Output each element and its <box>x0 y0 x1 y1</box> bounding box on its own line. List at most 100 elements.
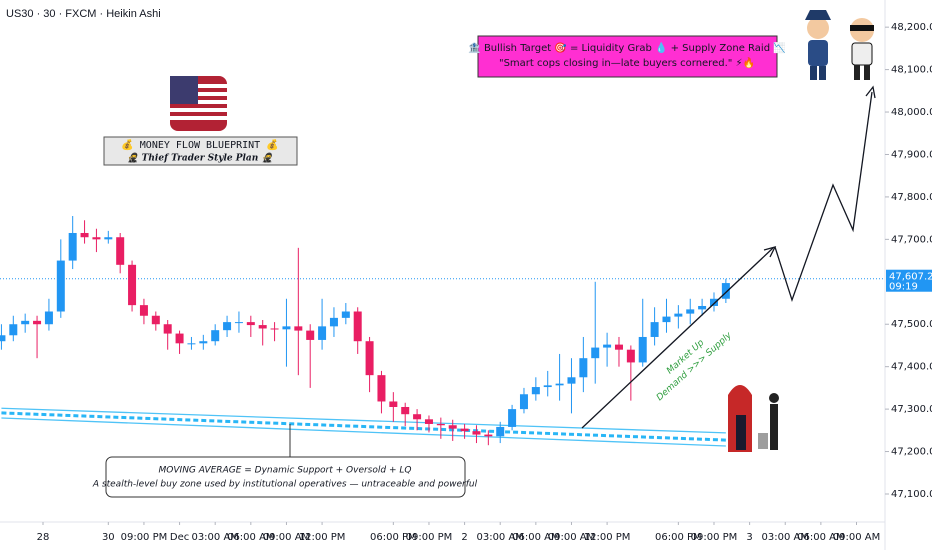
candle-body <box>543 385 552 388</box>
candle-body <box>21 320 30 325</box>
blueprint-subtitle: 🥷 Thief Trader Style Plan 🥷 <box>127 152 274 164</box>
candle-body <box>199 341 208 344</box>
candle-body <box>413 414 422 420</box>
us-flag <box>170 76 227 131</box>
x-tick-label: 06:00 AM <box>512 532 559 543</box>
candle-body <box>318 326 327 340</box>
candle-body <box>496 426 505 437</box>
thief-leg <box>854 65 860 80</box>
candle-body <box>424 419 433 424</box>
trend-arrow <box>581 247 774 429</box>
candle-body <box>401 406 410 415</box>
y-tick-label: 47,300.00 <box>891 404 932 415</box>
ma-note-text: A stealth-level buy zone used by institu… <box>92 480 478 490</box>
candle-body <box>116 237 125 265</box>
chart-title: US30 · 30 · FXCM · Heikin Ashi <box>6 8 161 20</box>
candle-body <box>508 409 517 427</box>
candle-body <box>662 316 671 323</box>
arrow-head <box>865 85 876 99</box>
candle-body <box>282 326 291 330</box>
candle-body <box>638 336 647 363</box>
candle-body <box>674 313 683 317</box>
candle-body <box>56 260 65 312</box>
candle-body <box>258 325 267 329</box>
candle-body <box>709 298 718 306</box>
ma-note-title: MOVING AVERAGE = Dynamic Support + Overs… <box>159 466 412 476</box>
last-price-label: 47,607.25 <box>889 272 932 283</box>
candle-body <box>519 394 528 410</box>
flag-stripe <box>170 108 227 112</box>
cop-hat <box>805 10 831 20</box>
candle-body <box>626 349 635 363</box>
candle-body <box>567 377 576 384</box>
y-tick-label: 47,100.00 <box>891 489 932 500</box>
x-tick-label: 03:00 AM <box>762 532 809 543</box>
x-tick-label: 03:00 AM <box>476 532 523 543</box>
figure-body <box>770 404 778 450</box>
candle-body <box>448 425 457 429</box>
cop-head <box>807 17 829 39</box>
candle-body <box>365 341 374 376</box>
y-tick-label: 47,200.00 <box>891 447 932 458</box>
y-tick-label: 47,900.00 <box>891 149 932 160</box>
y-tick-label: 47,500.00 <box>891 319 932 330</box>
candle-body <box>0 335 6 342</box>
x-tick-label: 09:00 AM <box>548 532 595 543</box>
x-tick-label: 3 <box>746 532 752 543</box>
zigzag-path <box>774 91 873 303</box>
x-tick-label: 06:00 AM <box>227 532 274 543</box>
flag-stripe <box>170 84 227 88</box>
cop-leg <box>819 66 826 80</box>
candle-body <box>721 283 730 299</box>
candle-body <box>68 232 77 261</box>
candle-body <box>44 311 53 325</box>
blueprint-box <box>103 136 298 166</box>
candle-body <box>139 305 148 316</box>
candle-body <box>484 434 493 437</box>
candle-body <box>472 431 481 435</box>
target-text: "Smart cops closing in—late buyers corne… <box>499 56 755 69</box>
candle-body <box>92 237 101 240</box>
ma-band-line <box>1 417 726 447</box>
y-tick-label: 48,000.00 <box>891 107 932 118</box>
candle-body <box>80 232 89 238</box>
candle-body <box>698 305 707 310</box>
x-tick-label: 09:00 PM <box>121 532 168 543</box>
candle-body <box>329 317 338 327</box>
ma-band-line <box>1 407 726 434</box>
x-tick-label: 06:00 PM <box>655 532 702 543</box>
candle-body <box>294 326 303 331</box>
candle-body <box>603 344 612 348</box>
target-text: 🏦 Bullish Target 🎯 = Liquidity Grab 💧 + … <box>468 41 785 54</box>
door-scene <box>728 385 779 452</box>
last-price-box <box>886 269 932 292</box>
y-tick-label: 47,700.00 <box>891 234 932 245</box>
candle-body <box>223 322 232 331</box>
flag-canton <box>170 76 198 104</box>
x-tick-label: 28 <box>37 532 50 543</box>
flag-stripe <box>170 92 227 96</box>
x-tick-label: Dec <box>170 532 189 543</box>
cop-body <box>808 40 828 66</box>
x-tick-label: 06:00 PM <box>370 532 417 543</box>
candle-body <box>377 375 386 402</box>
thief-leg <box>864 65 870 80</box>
x-tick-label: 09:00 PM <box>691 532 738 543</box>
blueprint-title: 💰 MONEY FLOW BLUEPRINT 💰 <box>121 138 278 151</box>
candle-body <box>353 311 362 342</box>
candle-body <box>246 322 255 326</box>
x-tick-label: 12:00 PM <box>299 532 346 543</box>
marks-layer <box>0 26 889 525</box>
y-tick-label: 48,200.00 <box>891 22 932 33</box>
ma-band-line <box>1 411 726 442</box>
candle-body <box>187 343 196 345</box>
x-tick-label: 12:00 PM <box>584 532 631 543</box>
bin <box>758 433 768 449</box>
candle-body <box>104 237 113 240</box>
candle-body <box>579 358 588 378</box>
thief-mask <box>850 25 874 31</box>
trend-labels: Market Up Demand >>> Supply <box>655 330 734 403</box>
base-layer <box>0 0 886 550</box>
x-tick-label: 06:00 AM <box>797 532 844 543</box>
cop-figure <box>805 10 831 80</box>
